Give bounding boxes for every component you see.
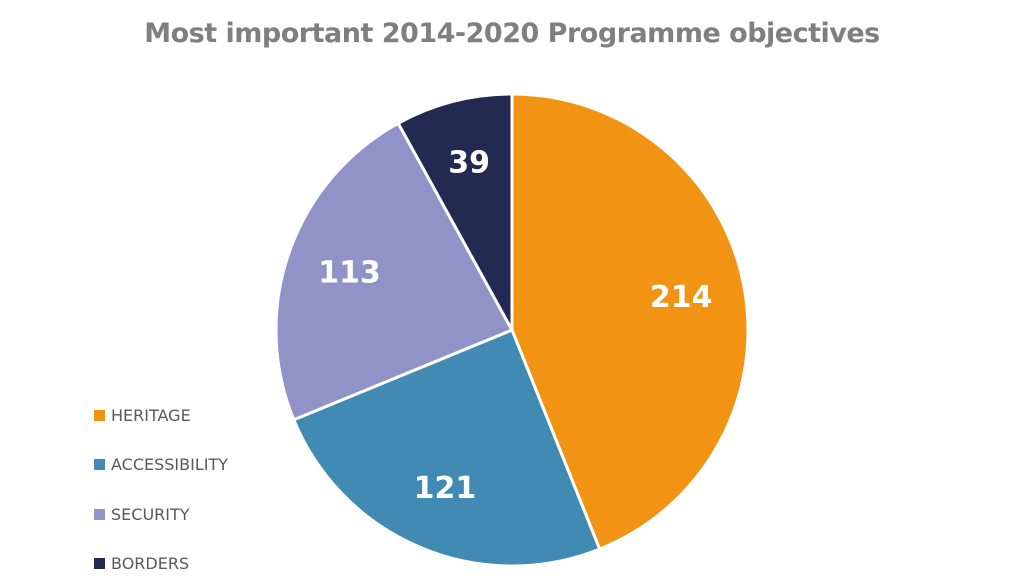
legend-swatch-security	[94, 508, 105, 520]
data-label-accessibility: 121	[414, 471, 477, 506]
legend-label-accessibility: ACCESSIBILITY	[111, 455, 229, 474]
legend-item-borders[interactable]: BORDERS	[94, 552, 228, 576]
pie-slice-heritage[interactable]	[510, 92, 750, 551]
pie-slices	[274, 92, 750, 568]
legend-item-heritage[interactable]: HERITAGE	[94, 403, 228, 427]
data-label-borders: 39	[448, 146, 490, 181]
chart-title: Most important 2014-2020 Programme objec…	[144, 18, 880, 49]
legend-label-borders: BORDERS	[111, 554, 190, 573]
pie-data-labels: 214 121 113 39	[318, 146, 712, 507]
legend-swatch-heritage	[94, 409, 105, 421]
legend-label-security: SECURITY	[111, 504, 190, 524]
legend-item-accessibility[interactable]: ACCESSIBILITY	[94, 453, 228, 477]
data-label-heritage: 214	[650, 280, 713, 315]
legend-item-security[interactable]: SECURITY	[94, 502, 228, 526]
pie-slice-borders[interactable]	[396, 92, 514, 332]
pie-slice-security[interactable]	[274, 121, 514, 422]
legend-label-heritage: HERITAGE	[111, 405, 191, 425]
legend-swatch-borders	[94, 558, 105, 569]
chart-legend: HERITAGE ACCESSIBILITY SECURITY BORDERS	[94, 403, 228, 583]
data-label-security: 113	[318, 255, 381, 290]
legend-swatch-accessibility	[94, 459, 105, 470]
